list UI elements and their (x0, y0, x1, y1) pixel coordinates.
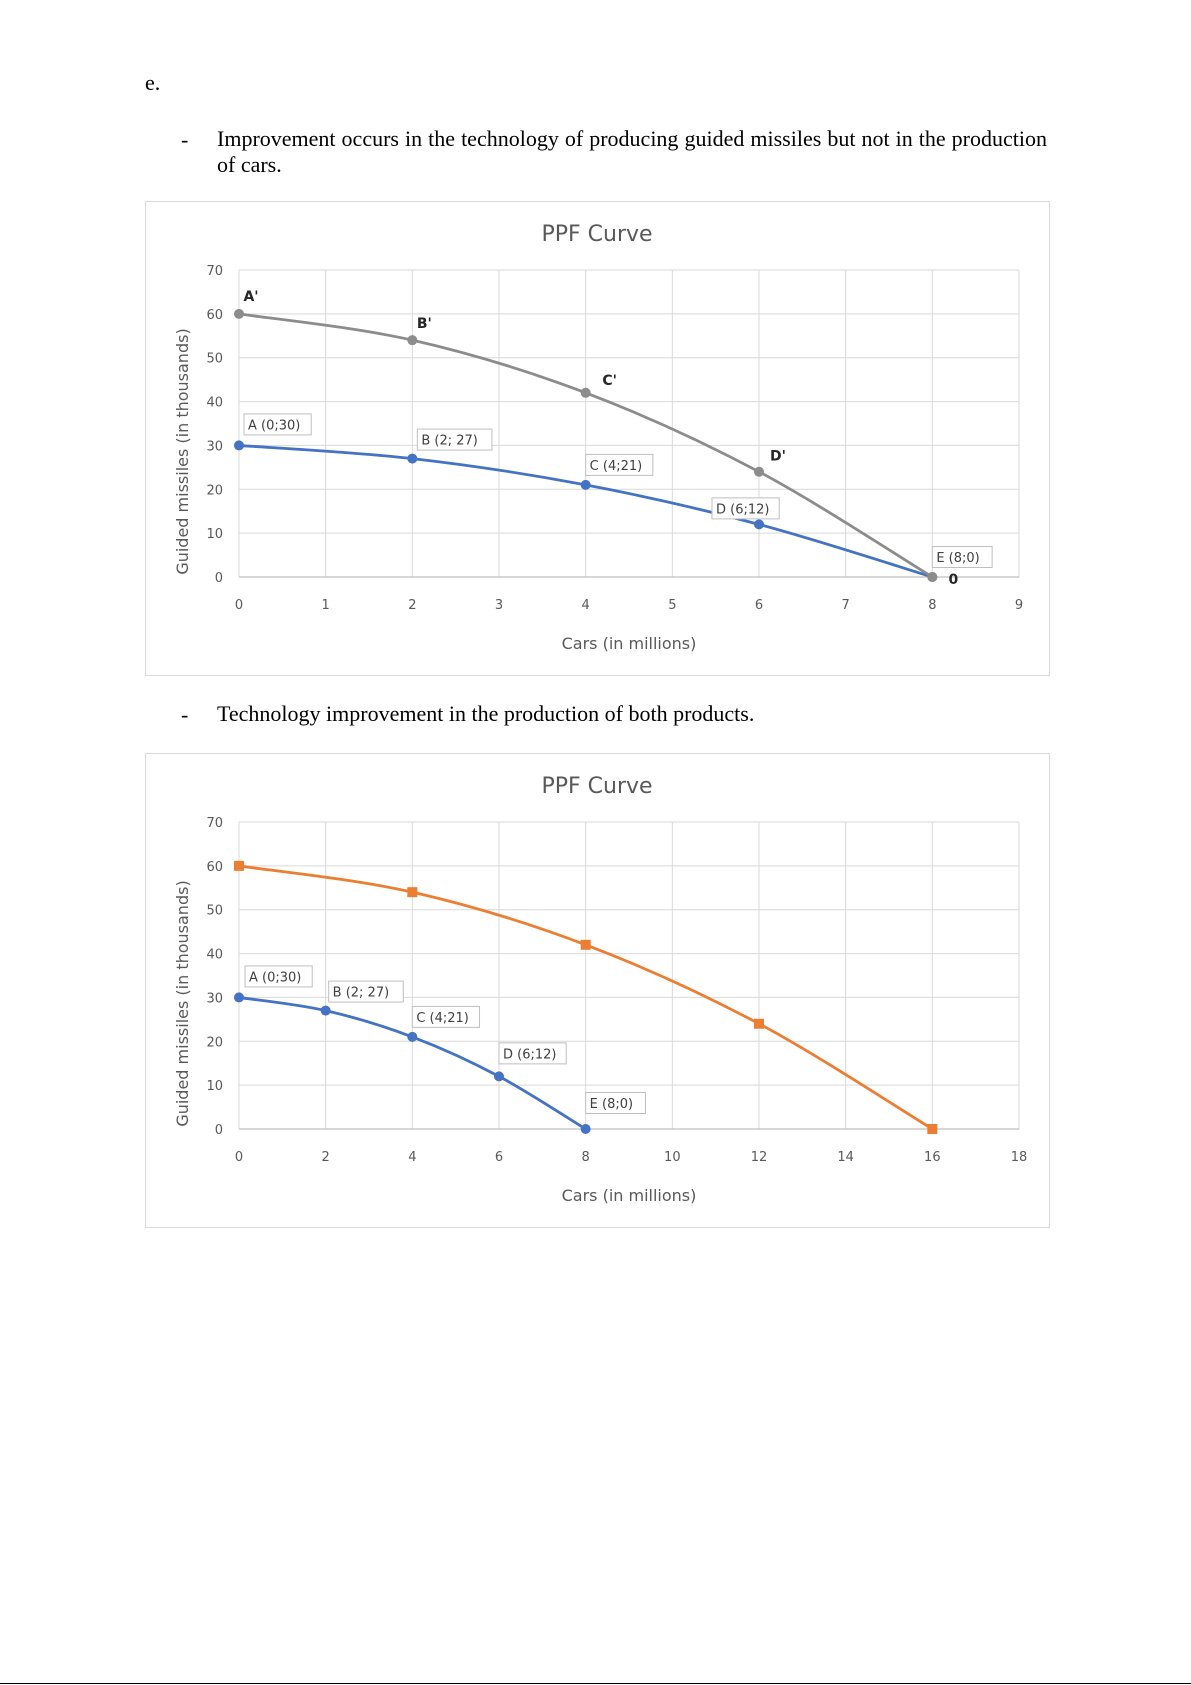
page-bottom-rule (0, 1683, 1191, 1684)
data-point-marker (407, 887, 418, 898)
x-tick-label: 2 (408, 598, 416, 613)
bullet-marker-1: - (181, 127, 189, 152)
y-tick-label: 50 (206, 352, 223, 367)
data-label: C (4;21) (416, 1011, 469, 1026)
x-tick-label: 2 (322, 1150, 330, 1165)
section-label: e. (145, 70, 161, 95)
data-point-marker (320, 1005, 331, 1016)
chart-2: PPF Curve 0 10 20 30 40 50 60 70 0 2 4 6 8 10 12 14 16 18 C… (145, 753, 1050, 1228)
data-label: D (6;12) (716, 502, 769, 517)
data-label: E (8;0) (590, 1097, 633, 1112)
data-label: C' (602, 373, 617, 389)
x-tick-label: 1 (322, 598, 330, 613)
bullet-marker-2: - (181, 702, 189, 727)
x-axis-title: Cars (in millions) (562, 634, 697, 653)
y-tick-label: 0 (215, 571, 223, 586)
y-tick-label: 10 (206, 527, 223, 542)
data-label: B (2; 27) (333, 986, 390, 1001)
y-tick-label: 50 (206, 904, 223, 919)
chart-1: PPF Curve 0 10 20 30 40 50 60 70 0 1 2 3 4 5 6 7 8 9 Cars (… (145, 201, 1050, 676)
y-tick-label: 70 (206, 264, 223, 279)
data-point-marker (407, 1031, 418, 1042)
y-axis-title: Guided missiles (in thousands) (173, 880, 192, 1126)
y-tick-label: 70 (206, 816, 223, 831)
data-label: D (6;12) (503, 1047, 556, 1062)
x-tick-label: 6 (755, 598, 763, 613)
data-label: A (0;30) (248, 418, 300, 433)
data-point-marker (927, 572, 938, 582)
x-tick-label: 7 (842, 598, 850, 613)
chart-title: PPF Curve (541, 774, 652, 799)
y-tick-label: 60 (206, 308, 223, 323)
x-tick-label: 8 (582, 1150, 590, 1165)
chart-1-svg: PPF Curve 0 10 20 30 40 50 60 70 0 1 2 3 4 5 6 7 8 9 Cars (… (173, 222, 1023, 653)
data-label: 0 (948, 572, 958, 588)
x-tick-label: 16 (924, 1150, 941, 1165)
data-point-marker (407, 335, 418, 346)
x-tick-label: 3 (495, 598, 503, 613)
data-label-box (498, 1042, 567, 1065)
y-tick-label: 20 (206, 1035, 223, 1050)
data-label: A (0;30) (249, 970, 301, 985)
y-tick-label: 0 (215, 1123, 223, 1138)
data-point-marker (580, 1124, 591, 1134)
data-label-box (416, 428, 493, 451)
x-tick-label: 5 (668, 598, 676, 613)
data-point-marker (580, 479, 591, 490)
data-label: A' (243, 289, 258, 305)
y-tick-label: 20 (206, 483, 223, 498)
data-label-box (328, 980, 404, 1003)
data-point-marker (234, 308, 244, 319)
data-point-marker (234, 992, 244, 1003)
data-label-box (711, 497, 780, 520)
x-tick-label: 9 (1015, 598, 1023, 613)
x-axis-title: Cars (in millions) (562, 1186, 697, 1205)
x-tick-label: 4 (582, 598, 590, 613)
x-tick-label: 12 (751, 1150, 768, 1165)
data-label: E (8;0) (936, 551, 979, 566)
data-point-marker (754, 519, 764, 530)
chart-2-svg: PPF Curve 0 10 20 30 40 50 60 70 0 2 4 6 8 10 12 14 16 18 C… (173, 774, 1028, 1205)
x-tick-label: 14 (837, 1150, 854, 1165)
data-label-box (244, 965, 313, 988)
y-tick-label: 60 (206, 860, 223, 875)
x-tick-label: 0 (235, 598, 243, 613)
y-tick-label: 40 (206, 396, 223, 411)
data-point-marker (754, 1018, 764, 1029)
y-tick-label: 30 (206, 439, 223, 454)
x-tick-label: 0 (235, 1150, 243, 1165)
data-point-marker (927, 1124, 938, 1134)
data-point-marker (754, 466, 764, 477)
x-tick-label: 8 (928, 598, 936, 613)
data-point-marker (580, 939, 591, 950)
x-tick-label: 10 (664, 1150, 681, 1165)
data-label-box (931, 546, 993, 568)
x-tick-label: 4 (408, 1150, 416, 1165)
bullet-text-1: Improvement occurs in the technology of … (217, 126, 1047, 177)
data-label-box (585, 1092, 646, 1114)
data-point-marker (234, 440, 244, 451)
data-label: D' (770, 449, 786, 465)
data-label-box (411, 1005, 481, 1028)
data-point-marker (494, 1071, 504, 1082)
x-tick-label: 18 (1011, 1150, 1028, 1165)
bullet-text-2: Technology improvement in the production… (217, 701, 755, 726)
data-label: C (4;21) (590, 459, 643, 474)
y-tick-label: 10 (206, 1079, 223, 1094)
data-point-marker (407, 453, 418, 464)
data-label: B (2; 27) (421, 434, 478, 449)
y-tick-label: 30 (206, 991, 223, 1006)
data-label-box (243, 413, 312, 436)
data-label: B' (417, 316, 432, 332)
data-point-marker (580, 387, 591, 398)
data-label-box (585, 453, 654, 476)
y-axis-title: Guided missiles (in thousands) (173, 328, 192, 574)
y-tick-label: 40 (206, 948, 223, 963)
data-point-marker (234, 860, 244, 871)
x-tick-label: 6 (495, 1150, 503, 1165)
chart-title: PPF Curve (541, 222, 652, 247)
